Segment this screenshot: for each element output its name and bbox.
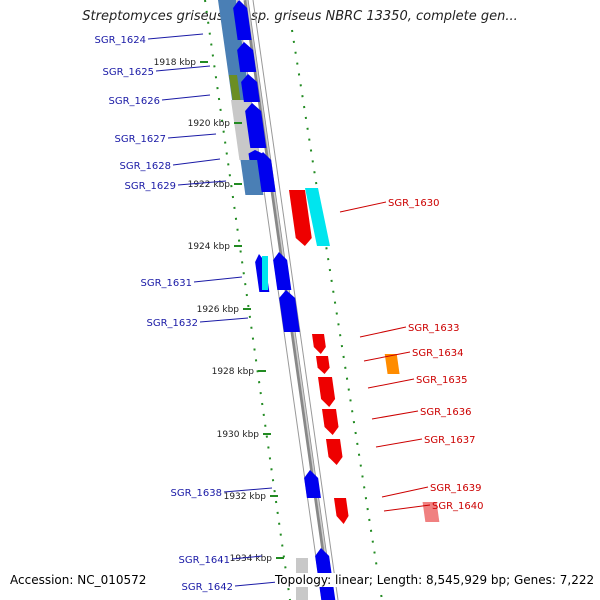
label-leader <box>161 94 211 101</box>
forward-gene-arrow <box>241 74 260 102</box>
reverse-gene-arrow <box>318 377 336 407</box>
guide-track <box>204 0 291 600</box>
gene-features <box>218 0 440 600</box>
ruler-label: 1920 kbp <box>188 119 231 129</box>
label-leader <box>172 158 221 166</box>
label-leader <box>167 133 217 139</box>
label-leader <box>199 317 249 323</box>
cds-segment <box>305 188 330 246</box>
forward-gene-arrow <box>273 252 292 290</box>
label-leader <box>367 378 415 389</box>
gene-label-left: SGR_1638 <box>171 488 223 499</box>
label-leader <box>359 326 407 338</box>
reverse-gene-arrow <box>334 498 349 524</box>
ruler-label: 1930 kbp <box>217 430 260 440</box>
cds-segment <box>262 256 268 290</box>
gene-label-right: SGR_1637 <box>424 435 476 446</box>
gene-label-right: SGR_1634 <box>412 348 464 359</box>
gene-label-left: SGR_1626 <box>109 96 161 107</box>
label-leader <box>177 180 227 186</box>
label-leader <box>193 276 243 283</box>
ruler-label: 1926 kbp <box>197 305 240 315</box>
genome-stats-text: Topology: linear; Length: 8,545,929 bp; … <box>275 573 595 587</box>
ruler-label: 1918 kbp <box>154 58 197 68</box>
forward-gene-arrow <box>245 103 267 148</box>
gene-label-left: SGR_1629 <box>125 181 177 192</box>
label-leader <box>155 65 211 72</box>
ruler-label: 1932 kbp <box>224 492 267 502</box>
gene-label-right: SGR_1640 <box>432 501 484 512</box>
gene-label-left: SGR_1624 <box>95 35 147 46</box>
label-leader <box>363 351 411 362</box>
gene-label-left: SGR_1632 <box>147 318 199 329</box>
forward-gene-arrow <box>233 0 252 40</box>
ruler-label: 1922 kbp <box>188 180 231 190</box>
track-line <box>252 0 339 600</box>
forward-gene-arrow <box>304 470 321 498</box>
gene-labels: SGR_1624 SGR_1625 SGR_1626 SGR_1627 SGR_1628… <box>95 33 484 593</box>
ruler-label: 1928 kbp <box>212 367 255 377</box>
label-leader <box>339 201 387 213</box>
forward-gene-arrow <box>237 42 257 72</box>
accession-text: Accession: NC_010572 <box>10 573 147 587</box>
reverse-gene-arrow <box>316 356 330 374</box>
gene-label-right: SGR_1636 <box>420 407 472 418</box>
label-leader <box>371 410 419 420</box>
gene-label-left: SGR_1628 <box>120 161 172 172</box>
gene-label-left: SGR_1625 <box>103 67 155 78</box>
gene-label-right: SGR_1635 <box>416 375 468 386</box>
label-leader <box>231 555 263 560</box>
reverse-gene-arrow <box>289 190 312 246</box>
gene-label-right: SGR_1633 <box>408 323 460 334</box>
ruler-label: 1934 kbp <box>230 554 273 564</box>
gene-label-right: SGR_1639 <box>430 483 482 494</box>
cds-segment <box>422 502 440 522</box>
gene-label-right: SGR_1630 <box>388 198 440 209</box>
kbp-ruler: 1918 kbp 1920 kbp 1922 kbp 1924 kbp 1926 kbp… <box>154 58 284 564</box>
cds-segment <box>384 354 400 374</box>
cds-segment <box>229 75 242 105</box>
label-leader <box>223 487 273 493</box>
reverse-gene-arrow <box>312 334 326 354</box>
map-title: Streptomyces griseus subsp. griseus NBRC… <box>82 9 518 24</box>
label-leader <box>375 438 423 448</box>
gene-label-left: SGR_1627 <box>115 134 167 145</box>
label-leader <box>383 504 431 512</box>
label-leader <box>381 486 429 498</box>
reverse-gene-arrow <box>326 439 343 465</box>
gene-label-left: SGR_1642 <box>182 582 234 593</box>
label-leader <box>147 33 204 40</box>
forward-gene-arrow <box>279 290 300 332</box>
gene-label-left: SGR_1631 <box>141 278 193 289</box>
ruler-label: 1924 kbp <box>188 242 231 252</box>
forward-gene-arrow <box>257 152 276 192</box>
gene-label-left: SGR_1641 <box>179 555 231 566</box>
reverse-gene-arrow <box>322 409 339 435</box>
